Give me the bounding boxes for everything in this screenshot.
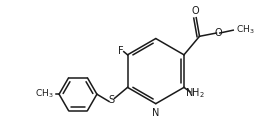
Text: O: O: [191, 6, 199, 16]
Text: S: S: [109, 95, 115, 105]
Text: CH$_3$: CH$_3$: [236, 24, 255, 36]
Text: N: N: [152, 108, 159, 118]
Text: CH$_3$: CH$_3$: [35, 88, 54, 100]
Text: O: O: [214, 28, 222, 38]
Text: NH$_2$: NH$_2$: [185, 86, 205, 99]
Text: F: F: [118, 46, 124, 56]
